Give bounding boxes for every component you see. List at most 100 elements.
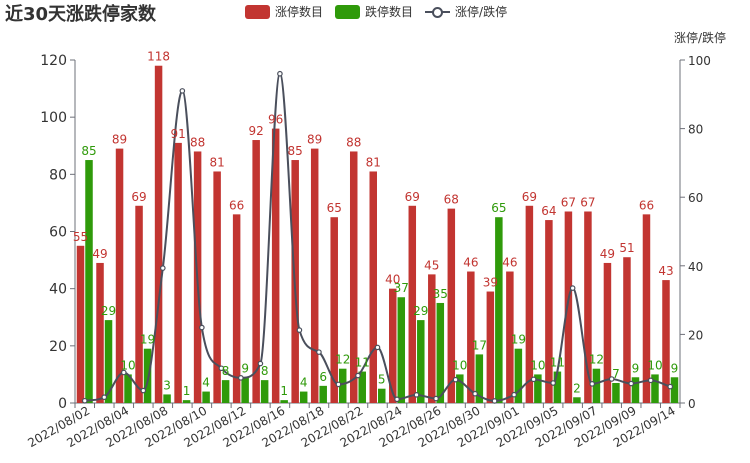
data-label-limit-down: 4 [202, 376, 210, 390]
bar-limit-down [534, 374, 542, 403]
data-label-limit-down: 1 [280, 384, 288, 398]
y-left-tick-label: 80 [49, 167, 67, 183]
data-label-limit-down: 29 [413, 304, 428, 318]
point-ratio [257, 360, 264, 367]
data-label-limit-down: 37 [394, 281, 409, 295]
data-label-limit-down: 19 [140, 333, 155, 347]
point-ratio [355, 372, 361, 379]
bar-limit-down [182, 400, 191, 403]
data-label-limit-down: 10 [530, 358, 545, 372]
bar-limit-down [221, 380, 230, 403]
bar-limit-up [389, 288, 397, 403]
data-label-limit-up: 45 [424, 258, 439, 272]
data-label-limit-down: 4 [300, 376, 308, 390]
data-label-limit-up: 40 [385, 273, 400, 287]
data-label-limit-up: 43 [658, 264, 673, 278]
bar-limit-down [260, 380, 269, 403]
y-left-tick-label: 60 [49, 225, 67, 241]
data-label-limit-up: 49 [92, 247, 107, 261]
bar-limit-down [456, 374, 464, 403]
bar-limit-up [603, 262, 612, 403]
bar-limit-up [232, 214, 241, 403]
data-label-limit-down: 29 [101, 304, 116, 318]
point-ratio [179, 88, 186, 94]
point-ratio [472, 390, 478, 397]
y-left-tick-label: 0 [58, 396, 67, 412]
bar-limit-up [369, 171, 377, 403]
data-label-limit-up: 69 [131, 190, 146, 204]
bar-limit-up [135, 205, 143, 403]
data-label-limit-up: 55 [73, 230, 88, 244]
legend-line-ratio-icon [425, 5, 451, 19]
data-label-limit-down: 9 [632, 361, 640, 375]
bar-limit-down [299, 391, 308, 403]
data-label-limit-up: 81 [209, 155, 224, 169]
point-ratio [316, 349, 322, 355]
data-label-limit-up: 46 [463, 256, 478, 270]
data-label-limit-up: 81 [366, 155, 381, 169]
y-right-tick-label: 60 [688, 191, 703, 205]
bar-limit-up [467, 271, 475, 403]
data-label-limit-up: 68 [444, 193, 459, 207]
data-label-limit-down: 5 [378, 373, 386, 387]
data-label-limit-up: 51 [619, 241, 634, 255]
bar-limit-down [651, 374, 659, 403]
data-label-limit-up: 69 [522, 190, 537, 204]
bar-limit-up [564, 211, 573, 403]
legend-swatch-limit-up [245, 4, 270, 19]
point-ratio [491, 398, 498, 404]
data-label-limit-up: 118 [147, 50, 170, 64]
bar-limit-down [631, 377, 640, 403]
legend-item-limit-up[interactable]: 涨停数目 [245, 3, 323, 20]
bar-limit-up [252, 140, 260, 404]
bar-limit-up [662, 280, 670, 403]
data-label-limit-down: 65 [491, 201, 506, 215]
bar-limit-down [319, 385, 327, 403]
point-ratio [238, 375, 244, 381]
bar-limit-down [85, 160, 93, 403]
bar-limit-up [330, 217, 338, 403]
data-label-limit-down: 12 [335, 353, 350, 367]
data-label-limit-up: 96 [268, 113, 283, 127]
point-ratio [608, 376, 615, 382]
data-label-limit-down: 8 [261, 364, 269, 378]
bar-limit-down [124, 374, 132, 403]
data-label-limit-up: 69 [405, 190, 420, 204]
legend-swatch-limit-down [335, 4, 361, 19]
bar-limit-up [213, 171, 221, 403]
bar-limit-up [174, 142, 182, 403]
y-left-tick-label: 120 [40, 53, 67, 69]
legend-label-limit-down: 跌停数目 [365, 5, 414, 19]
data-label-limit-down: 17 [472, 338, 487, 352]
data-label-limit-up: 65 [327, 201, 342, 215]
data-label-limit-up: 91 [170, 127, 185, 141]
bar-limit-down [592, 368, 601, 403]
bar-limit-up [486, 291, 495, 403]
bar-limit-up [525, 205, 534, 403]
legend-item-limit-down[interactable]: 跌停数目 [335, 3, 413, 20]
y-left-tick-label: 100 [40, 110, 67, 126]
point-ratio [452, 376, 459, 383]
bar-limit-down [397, 297, 406, 403]
bar-limit-up [584, 211, 592, 403]
data-label-limit-up: 85 [288, 144, 303, 158]
bar-limit-down [417, 320, 425, 403]
legend-item-ratio[interactable]: 涨停/跌停 [425, 3, 507, 20]
bar-limit-down [378, 388, 386, 403]
bar-limit-up [408, 205, 417, 403]
bar-limit-down [573, 397, 581, 403]
bar-limit-down [163, 394, 171, 403]
point-ratio [120, 369, 127, 376]
bar-limit-down [241, 377, 249, 403]
data-label-limit-down: 9 [241, 361, 249, 375]
point-ratio [667, 383, 674, 390]
point-ratio [569, 285, 576, 291]
legend: 涨停数目 跌停数目 涨停/跌停 [245, 3, 519, 20]
point-ratio [199, 324, 205, 331]
y-left-tick-label: 20 [49, 339, 67, 355]
point-ratio [413, 392, 420, 398]
bar-limit-down [358, 371, 366, 403]
data-label-limit-down: 11 [355, 356, 370, 370]
bar-limit-down [338, 368, 347, 403]
